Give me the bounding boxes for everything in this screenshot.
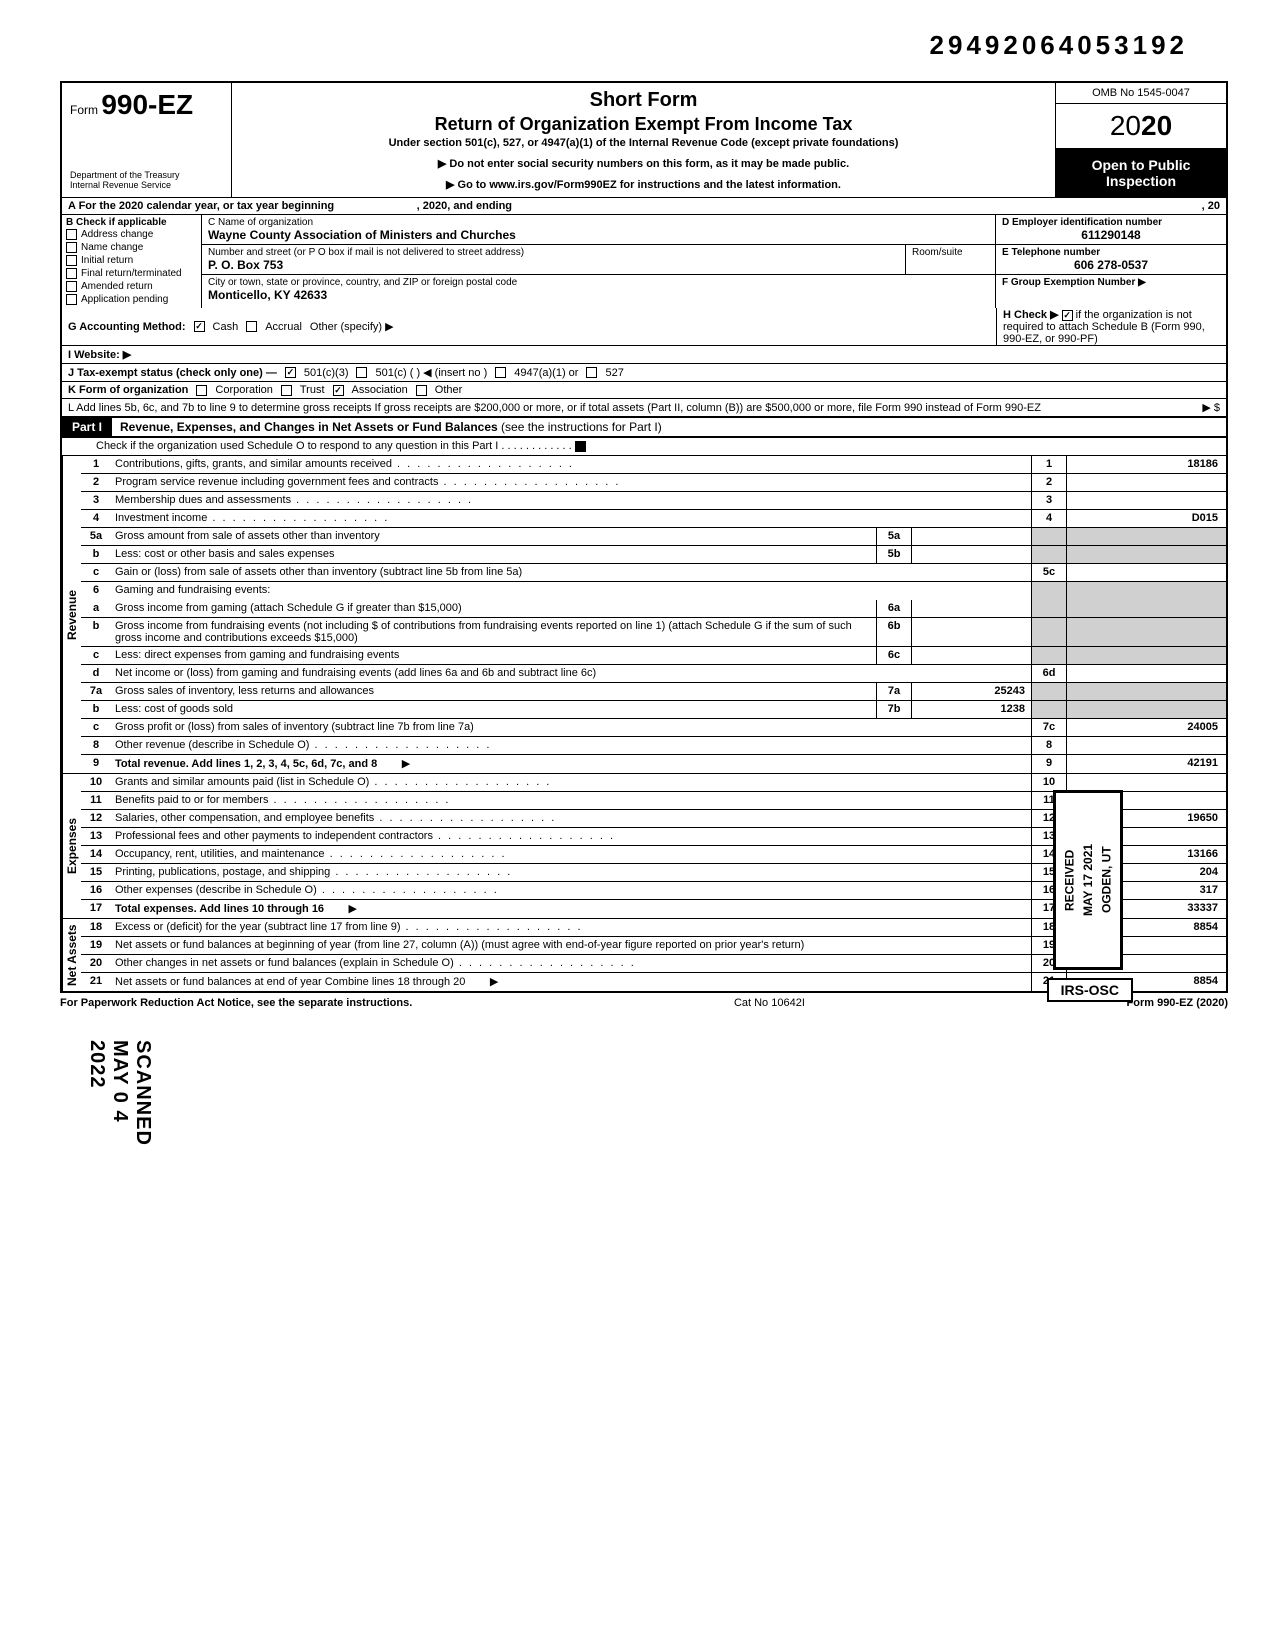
check-4947[interactable] bbox=[495, 367, 506, 378]
street-label: Number and street (or P O box if mail is… bbox=[208, 247, 899, 258]
form-number: Form 990-EZ bbox=[70, 89, 223, 121]
phone-value: 606 278-0537 bbox=[1002, 258, 1220, 272]
check-association[interactable] bbox=[333, 385, 344, 396]
check-schedule-b[interactable] bbox=[1062, 310, 1073, 321]
check-trust[interactable] bbox=[281, 385, 292, 396]
irs-osc-stamp: IRS-OSC bbox=[1047, 978, 1133, 1002]
check-address-change[interactable]: Address change bbox=[66, 228, 197, 241]
form-header: Form 990-EZ Department of the Treasury I… bbox=[60, 81, 1228, 197]
form-subtitle: Under section 501(c), 527, or 4947(a)(1)… bbox=[242, 137, 1045, 149]
check-accrual[interactable] bbox=[246, 321, 257, 332]
tax-year: 2020 bbox=[1056, 104, 1226, 149]
c-name-label: C Name of organization bbox=[208, 217, 989, 228]
check-o-text: Check if the organization used Schedule … bbox=[92, 438, 1226, 455]
check-name-change[interactable]: Name change bbox=[66, 241, 197, 254]
netassets-label: Net Assets bbox=[62, 919, 81, 991]
check-final-return[interactable]: Final return/terminated bbox=[66, 267, 197, 280]
page-id: 29492064053192 bbox=[60, 30, 1188, 61]
open-public-badge: Open to Public Inspection bbox=[1056, 149, 1226, 197]
ein-value: 611290148 bbox=[1002, 228, 1220, 242]
short-form-label: Short Form bbox=[242, 89, 1045, 112]
check-amended-return[interactable]: Amended return bbox=[66, 280, 197, 293]
row-i-website: I Website: ▶ bbox=[60, 346, 1228, 364]
group-label: F Group Exemption Number ▶ bbox=[1002, 277, 1220, 288]
b-label: B Check if applicable bbox=[66, 217, 197, 228]
check-cash[interactable] bbox=[194, 321, 205, 332]
expenses-label: Expenses bbox=[62, 774, 81, 918]
form-ref: Form 990-EZ (2020) bbox=[1127, 997, 1228, 1009]
street-value: P. O. Box 753 bbox=[208, 258, 899, 272]
check-initial-return[interactable]: Initial return bbox=[66, 254, 197, 267]
org-name: Wayne County Association of Ministers an… bbox=[208, 228, 989, 242]
row-j-tax-status: J Tax-exempt status (check only one) — 5… bbox=[60, 364, 1228, 382]
city-label: City or town, state or province, country… bbox=[208, 277, 989, 288]
row-a-tax-year: A For the 2020 calendar year, or tax yea… bbox=[60, 197, 1228, 215]
cat-no: Cat No 10642I bbox=[734, 997, 805, 1009]
form-title: Return of Organization Exempt From Incom… bbox=[242, 114, 1045, 135]
check-corporation[interactable] bbox=[196, 385, 207, 396]
row-g-accounting: G Accounting Method: Cash Accrual Other … bbox=[60, 308, 1228, 346]
phone-label: E Telephone number bbox=[1002, 247, 1220, 258]
section-bcd: B Check if applicable Address change Nam… bbox=[60, 215, 1228, 308]
city-value: Monticello, KY 42633 bbox=[208, 288, 989, 302]
check-schedule-o[interactable] bbox=[575, 441, 586, 452]
instr-url: ▶ Go to www.irs.gov/Form990EZ for instru… bbox=[242, 178, 1045, 191]
paperwork-notice: For Paperwork Reduction Act Notice, see … bbox=[60, 997, 412, 1009]
ein-label: D Employer identification number bbox=[1002, 217, 1220, 228]
check-527[interactable] bbox=[586, 367, 597, 378]
received-stamp: RECEIVED MAY 17 2021 OGDEN, UT bbox=[1053, 790, 1123, 970]
check-501c[interactable] bbox=[356, 367, 367, 378]
check-other[interactable] bbox=[416, 385, 427, 396]
row-k-form-org: K Form of organization Corporation Trust… bbox=[60, 382, 1228, 399]
dept-label: Department of the Treasury Internal Reve… bbox=[70, 171, 223, 191]
room-suite: Room/suite bbox=[905, 245, 995, 275]
check-501c3[interactable] bbox=[285, 367, 296, 378]
instr-ssn: ▶ Do not enter social security numbers o… bbox=[242, 157, 1045, 170]
revenue-label: Revenue bbox=[62, 456, 81, 773]
part1-header: Part I Revenue, Expenses, and Changes in… bbox=[60, 418, 1228, 438]
row-l-gross-receipts: L Add lines 5b, 6c, and 7b to line 9 to … bbox=[60, 399, 1228, 418]
omb-number: OMB No 1545-0047 bbox=[1056, 83, 1226, 104]
check-application-pending[interactable]: Application pending bbox=[66, 293, 197, 306]
scanned-stamp: SCANNED MAY 0 4 2022 bbox=[85, 1040, 154, 1146]
